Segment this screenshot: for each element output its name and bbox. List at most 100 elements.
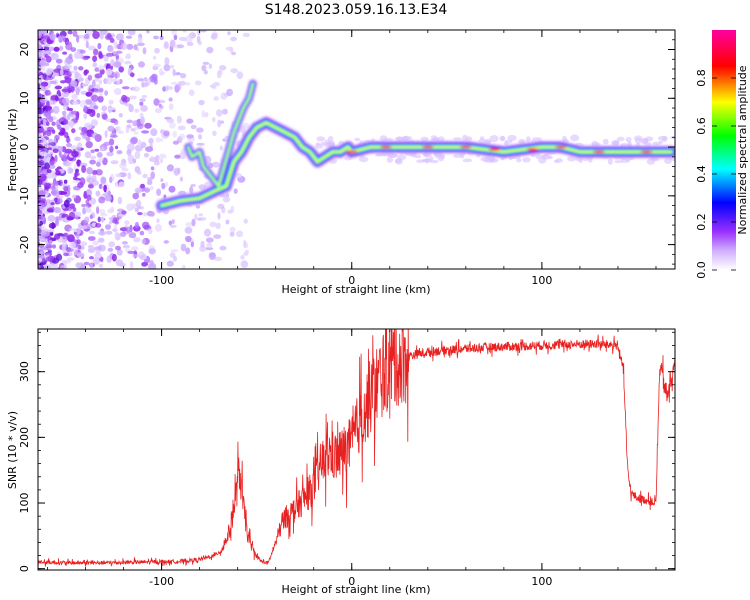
noise-blob <box>185 82 191 86</box>
noise-blob <box>58 150 62 157</box>
y-tick-label: 10 <box>18 91 31 105</box>
noise-blob <box>85 141 93 149</box>
noise-blob <box>107 107 116 111</box>
noise-blob <box>86 223 93 229</box>
noise-blob <box>114 73 118 79</box>
noise-blob <box>98 79 103 85</box>
noise-blob <box>205 237 214 243</box>
noise-blob <box>47 208 54 213</box>
noise-blob <box>124 220 130 226</box>
noise-blob <box>113 41 118 49</box>
noise-blob <box>104 76 113 85</box>
noise-blob <box>170 81 178 85</box>
x-tick-label: 100 <box>531 274 552 287</box>
noise-blob <box>93 48 99 56</box>
noise-blob <box>109 145 114 153</box>
noise-blob <box>112 51 117 55</box>
noise-blob <box>38 82 41 89</box>
spectrogram-ridge <box>155 79 675 213</box>
noise-blob <box>83 69 88 76</box>
noise-blob <box>63 119 69 125</box>
colorbar-ticks: 0.0 0.2 0.4 0.6 0.8 <box>695 69 736 279</box>
noise-blob <box>38 190 46 197</box>
noise-blob <box>154 155 160 163</box>
noise-blob <box>161 182 166 190</box>
noise-blob <box>48 116 54 123</box>
noise-blob <box>186 42 194 46</box>
noise-blob <box>212 116 216 123</box>
noise-blob <box>242 32 250 38</box>
noise-blob <box>180 243 187 252</box>
noise-blob <box>147 180 153 186</box>
x-tick-label: 0 <box>348 575 355 588</box>
noise-blob <box>46 198 51 204</box>
noise-blob <box>63 131 69 138</box>
noise-blob <box>79 77 84 82</box>
colorbar-tick-label: 0.4 <box>695 165 708 183</box>
noise-blob <box>150 155 154 163</box>
noise-blob <box>104 195 112 202</box>
noise-blob <box>49 33 56 41</box>
noise-blob <box>92 55 98 62</box>
noise-blob <box>82 55 89 61</box>
snr-xlabel: Height of straight line (km) <box>281 583 430 596</box>
noise-blob <box>185 222 194 227</box>
noise-blob <box>171 219 175 225</box>
noise-blob <box>51 121 56 126</box>
ridge-hotspot <box>345 150 358 154</box>
noise-blob <box>126 43 134 50</box>
noise-blob <box>105 68 113 76</box>
noise-blob <box>141 262 149 267</box>
noise-blob <box>137 212 143 216</box>
noise-blob <box>460 154 465 159</box>
noise-blob <box>478 138 487 143</box>
noise-blob <box>55 216 63 221</box>
noise-blob <box>160 178 164 182</box>
noise-blob <box>46 169 52 174</box>
noise-blob <box>42 119 47 126</box>
noise-blob <box>75 168 79 173</box>
noise-blob <box>143 187 151 193</box>
noise-blob <box>108 46 115 52</box>
noise-blob <box>156 188 162 196</box>
spectrogram-ylabel: Frequency (Hz) <box>6 109 19 192</box>
noise-blob <box>142 47 147 55</box>
noise-blob <box>126 119 133 124</box>
noise-blob <box>63 186 69 192</box>
noise-blob <box>50 142 56 146</box>
noise-blob <box>117 196 123 205</box>
noise-blob <box>198 99 205 106</box>
noise-blob <box>166 260 174 267</box>
noise-blob <box>55 219 59 227</box>
noise-blob <box>89 197 97 205</box>
noise-blob <box>227 31 231 36</box>
noise-blob <box>212 130 217 136</box>
noise-blob <box>213 96 219 101</box>
noise-blob <box>84 151 92 159</box>
noise-blob <box>225 219 230 225</box>
noise-blob <box>625 136 632 143</box>
noise-blob <box>219 65 227 71</box>
noise-blob <box>42 73 47 81</box>
noise-blob <box>38 42 43 49</box>
noise-blob <box>108 220 112 225</box>
noise-blob <box>328 136 334 142</box>
noise-blob <box>214 256 222 262</box>
noise-blob <box>132 254 140 258</box>
noise-blob <box>95 249 101 254</box>
noise-blob <box>85 205 89 209</box>
noise-blob <box>126 143 135 152</box>
noise-blob <box>92 133 96 137</box>
noise-blob <box>57 198 63 204</box>
snr-plot-area <box>38 329 675 570</box>
y-tick-label: 100 <box>18 493 31 514</box>
spectrogram-frame <box>37 29 676 270</box>
noise-blob <box>38 107 45 115</box>
noise-blob <box>540 154 548 159</box>
noise-blob <box>547 155 553 160</box>
noise-blob <box>229 226 236 233</box>
noise-blob <box>44 162 50 170</box>
noise-blob <box>507 134 517 142</box>
noise-blob <box>66 257 75 261</box>
